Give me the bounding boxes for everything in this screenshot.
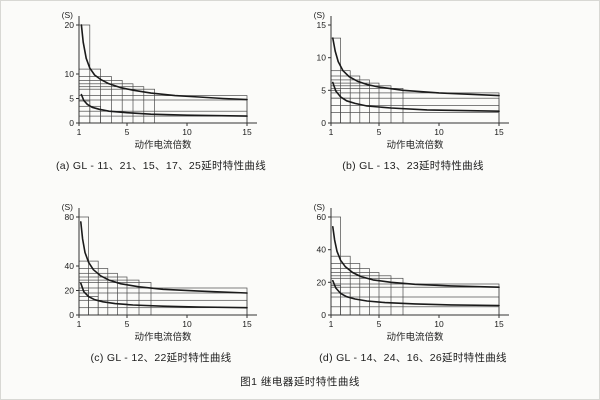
y-unit-label: (S) xyxy=(62,202,74,212)
y-tick-label: 20 xyxy=(65,20,75,30)
x-axis-label: 动作电流倍数 xyxy=(134,331,192,343)
curve-lower xyxy=(80,282,248,309)
x-tick-label: 15 xyxy=(494,319,504,329)
chart-caption-a: (a) GL - 11、21、15、17、25延时特性曲线 xyxy=(55,160,266,172)
x-tick-label: 1 xyxy=(329,127,334,137)
y-tick-label: 40 xyxy=(317,245,327,255)
x-tick-label: 10 xyxy=(182,319,192,329)
curve-lower xyxy=(80,93,248,117)
chart-panel-a: 0 5 10 20 1 5 10 15 (S) 动作电流倍数 (a) GL - 11、21、15、… xyxy=(49,9,273,187)
x-tick-label: 5 xyxy=(377,319,382,329)
chart-caption-c: (c) GL - 12、22延时特性曲线 xyxy=(90,352,232,364)
step-rect xyxy=(78,110,248,124)
x-tick-label: 1 xyxy=(77,127,82,137)
y-tick-label: 10 xyxy=(65,69,75,79)
y-tick-label: 0 xyxy=(69,118,74,128)
step-rect xyxy=(78,307,248,316)
step-rect xyxy=(330,92,500,124)
x-tick-label: 10 xyxy=(434,127,444,137)
step-rect xyxy=(78,292,248,316)
curve-lower xyxy=(332,279,500,307)
x-tick-label: 5 xyxy=(377,127,382,137)
step-rect xyxy=(330,105,500,124)
step-rect xyxy=(330,216,341,316)
chart-panel-c: 0 20 40 80 1 5 10 15 (S) 动作电流倍数 (c) GL - 12、22延时特… xyxy=(49,201,273,379)
charts-grid: 0 5 10 20 1 5 10 15 (S) 动作电流倍数 (a) GL - 11、21、15、… xyxy=(1,1,599,379)
x-tick-label: 5 xyxy=(125,319,130,329)
chart-caption-d: (d) GL - 14、24、16、26延时特性曲线 xyxy=(319,352,507,364)
x-tick-label: 15 xyxy=(494,127,504,137)
y-tick-label: 0 xyxy=(321,118,326,128)
step-rect xyxy=(330,263,361,316)
curve-upper xyxy=(332,37,500,97)
y-unit-label: (S) xyxy=(314,10,326,20)
x-axis-label: 动作电流倍数 xyxy=(386,331,444,343)
curve-upper xyxy=(80,24,248,101)
y-tick-label: 80 xyxy=(65,212,75,222)
x-tick-label: 15 xyxy=(242,127,252,137)
x-tick-label: 1 xyxy=(77,319,82,329)
figure-caption: 图1 继电器延时特性曲线 xyxy=(240,376,360,388)
step-rect xyxy=(330,286,500,316)
curve-upper xyxy=(332,226,500,288)
y-unit-label: (S) xyxy=(62,10,74,20)
x-axis-label: 动作电流倍数 xyxy=(386,139,444,151)
x-tick-label: 15 xyxy=(242,319,252,329)
curve-upper xyxy=(80,221,248,294)
chart-panel-b: 0 5 10 15 1 5 10 15 (S) 动作电流倍数 (b) GL - 13、23延时特性… xyxy=(301,9,525,187)
step-rect xyxy=(330,112,500,124)
x-tick-label: 1 xyxy=(329,319,334,329)
x-axis-label: 动作电流倍数 xyxy=(134,139,192,151)
step-rect xyxy=(330,285,341,316)
y-tick-label: 0 xyxy=(321,310,326,320)
y-tick-label: 5 xyxy=(69,94,74,104)
y-tick-label: 20 xyxy=(317,277,327,287)
x-tick-label: 10 xyxy=(182,127,192,137)
y-tick-label: 40 xyxy=(65,261,75,271)
y-tick-label: 0 xyxy=(69,310,74,320)
x-tick-label: 10 xyxy=(434,319,444,329)
step-rect xyxy=(78,115,248,124)
y-tick-label: 20 xyxy=(65,286,75,296)
chart-panel-d: 0 20 40 60 1 5 10 15 (S) 动作电流倍数 (d) GL - 14、24、16… xyxy=(301,201,525,379)
y-tick-label: 15 xyxy=(317,20,327,30)
step-rect xyxy=(78,24,91,124)
x-tick-label: 5 xyxy=(125,127,130,137)
y-tick-label: 10 xyxy=(317,53,327,63)
y-tick-label: 60 xyxy=(317,212,327,222)
y-unit-label: (S) xyxy=(314,202,326,212)
curve-lower xyxy=(332,81,500,112)
step-rect xyxy=(330,306,500,316)
chart-caption-b: (b) GL - 13、23延时特性曲线 xyxy=(342,160,484,172)
y-tick-label: 5 xyxy=(321,85,326,95)
